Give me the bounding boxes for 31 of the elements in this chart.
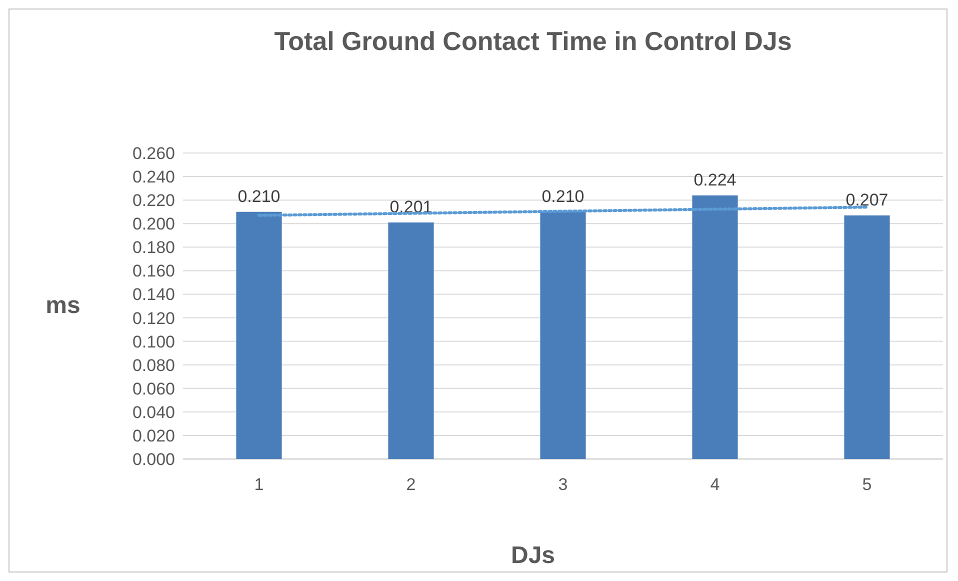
bar	[236, 212, 282, 459]
x-tick-label: 3	[558, 475, 568, 494]
data-label: 0.210	[542, 186, 584, 206]
data-label: 0.210	[238, 186, 280, 206]
x-tick-label: 4	[710, 475, 720, 494]
y-tick-label: 0.220	[132, 191, 175, 210]
x-axis-title: DJs	[510, 542, 556, 569]
y-tick-label: 0.140	[132, 285, 175, 304]
y-tick-label: 0.100	[132, 332, 175, 352]
y-tick-label: 0.060	[132, 379, 175, 398]
bar	[692, 195, 738, 459]
x-tick-label: 1	[254, 475, 264, 494]
y-tick-label: 0.120	[132, 308, 175, 328]
bar	[844, 215, 890, 459]
y-tick-label: 0.040	[132, 402, 175, 422]
bar	[388, 222, 434, 459]
y-tick-label: 0.240	[132, 168, 175, 187]
data-label: 0.224	[694, 170, 736, 190]
y-tick-label: 0.180	[132, 238, 175, 258]
bar	[540, 212, 586, 459]
x-tick-label: 2	[406, 475, 416, 494]
y-tick-label: 0.000	[132, 450, 175, 469]
y-tick-label: 0.260	[132, 144, 175, 163]
y-tick-label: 0.160	[132, 262, 175, 281]
data-label: 0.207	[846, 190, 888, 210]
y-tick-label: 0.020	[132, 426, 175, 446]
y-tick-label: 0.200	[132, 214, 175, 234]
chart-title: Total Ground Contact Time in Control DJs	[274, 26, 792, 56]
y-tick-label: 0.080	[132, 356, 175, 375]
x-tick-label: 5	[862, 475, 872, 494]
y-axis-title: ms	[46, 292, 80, 319]
